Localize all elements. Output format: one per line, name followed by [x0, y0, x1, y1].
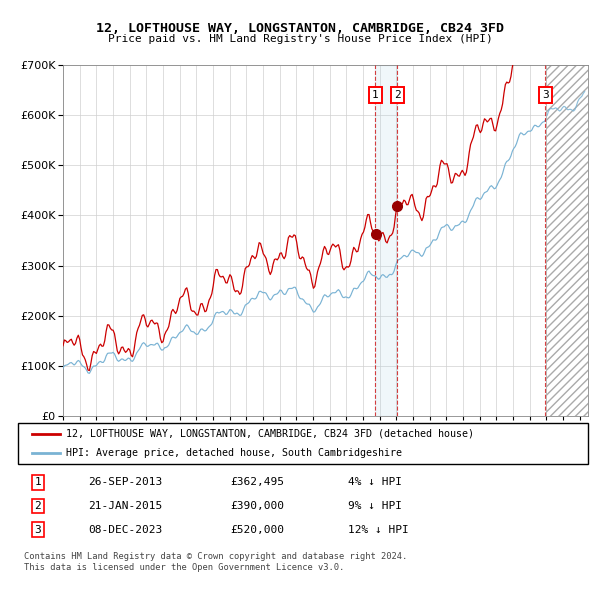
- Text: 12, LOFTHOUSE WAY, LONGSTANTON, CAMBRIDGE, CB24 3FD (detached house): 12, LOFTHOUSE WAY, LONGSTANTON, CAMBRIDG…: [66, 429, 474, 439]
- Text: 9% ↓ HPI: 9% ↓ HPI: [347, 501, 401, 511]
- Text: 2: 2: [394, 90, 401, 100]
- Text: 3: 3: [542, 90, 548, 100]
- Bar: [547, 65, 588, 416]
- Text: £520,000: £520,000: [230, 525, 284, 535]
- Text: 26-SEP-2013: 26-SEP-2013: [88, 477, 163, 487]
- Text: 12% ↓ HPI: 12% ↓ HPI: [347, 525, 409, 535]
- Text: 21-JAN-2015: 21-JAN-2015: [88, 501, 163, 511]
- Text: £362,495: £362,495: [230, 477, 284, 487]
- Text: HPI: Average price, detached house, South Cambridgeshire: HPI: Average price, detached house, Sout…: [66, 448, 402, 458]
- Text: 4% ↓ HPI: 4% ↓ HPI: [347, 477, 401, 487]
- Text: 3: 3: [35, 525, 41, 535]
- Text: 1: 1: [372, 90, 379, 100]
- Text: Price paid vs. HM Land Registry's House Price Index (HPI): Price paid vs. HM Land Registry's House …: [107, 34, 493, 44]
- Text: 12, LOFTHOUSE WAY, LONGSTANTON, CAMBRIDGE, CB24 3FD: 12, LOFTHOUSE WAY, LONGSTANTON, CAMBRIDG…: [96, 22, 504, 35]
- Text: 1: 1: [35, 477, 41, 487]
- Text: Contains HM Land Registry data © Crown copyright and database right 2024.: Contains HM Land Registry data © Crown c…: [24, 552, 407, 561]
- Text: 2: 2: [35, 501, 41, 511]
- Text: 08-DEC-2023: 08-DEC-2023: [88, 525, 163, 535]
- Bar: [376, 65, 397, 416]
- Text: £390,000: £390,000: [230, 501, 284, 511]
- Text: This data is licensed under the Open Government Licence v3.0.: This data is licensed under the Open Gov…: [24, 563, 344, 572]
- FancyBboxPatch shape: [19, 422, 587, 464]
